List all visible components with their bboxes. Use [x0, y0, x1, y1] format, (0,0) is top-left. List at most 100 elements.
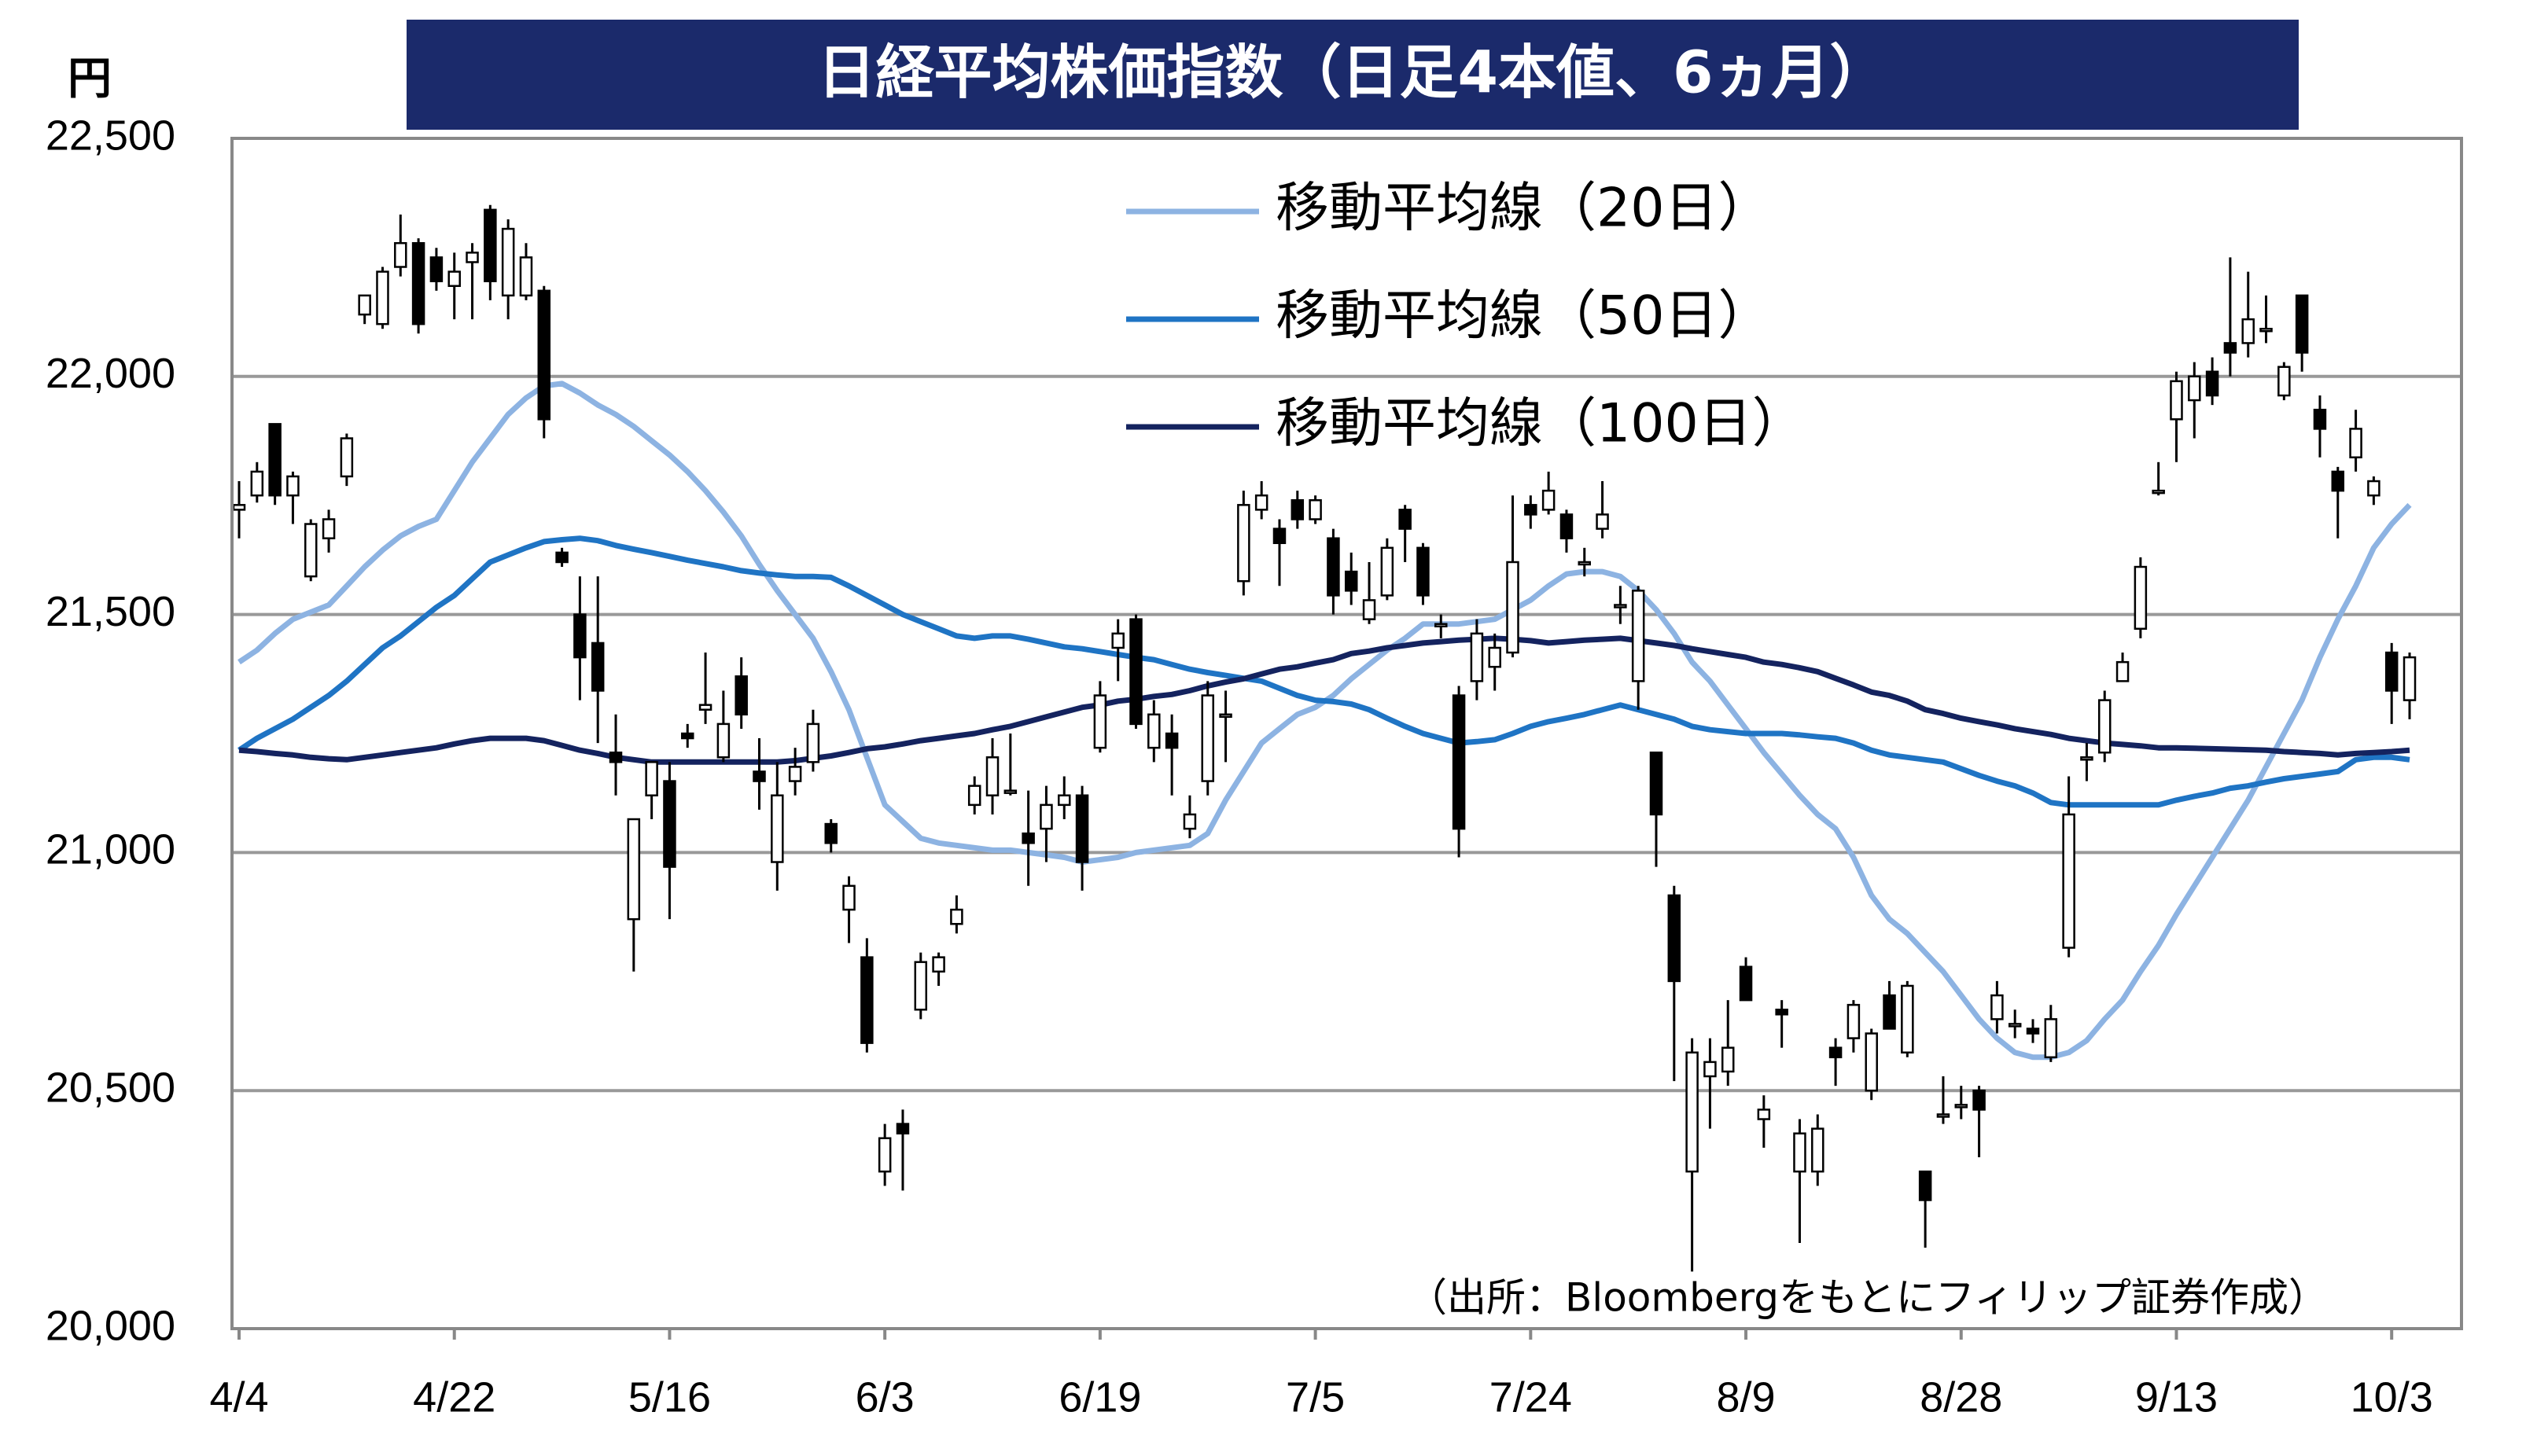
- candle-body: [1703, 1061, 1717, 1078]
- candle-body: [1596, 513, 1609, 530]
- candle-body: [1272, 528, 1287, 545]
- candle-body: [1237, 504, 1250, 583]
- legend-label: 移動平均線（20日）: [1276, 178, 1772, 240]
- candle-body: [2331, 470, 2345, 492]
- candle-body: [609, 751, 623, 763]
- candle-body: [1559, 513, 1574, 539]
- candle-body: [232, 504, 246, 511]
- chart-title: 日経平均株価指数（日足4本値、6ヵ月）: [818, 39, 1888, 107]
- candle-body: [2403, 656, 2417, 701]
- legend-label: 移動平均線（100日）: [1276, 393, 1806, 455]
- candle-body: [753, 770, 766, 782]
- candle-body: [1972, 1089, 1986, 1111]
- title-band: [407, 20, 2299, 130]
- candle-body: [376, 270, 389, 325]
- candle-body: [645, 761, 658, 796]
- candle-body: [250, 470, 264, 497]
- candle-body: [2080, 756, 2093, 761]
- candle-body: [1344, 570, 1358, 592]
- candle-body: [519, 256, 533, 297]
- candle-body: [573, 613, 587, 659]
- candle-body: [268, 423, 282, 497]
- candle-body: [806, 722, 820, 763]
- candle-body: [1739, 965, 1753, 1002]
- x-tick-label: 10/3: [2351, 1373, 2433, 1421]
- source-note: （出所：Bloombergをもとにフィリップ証券作成）: [1408, 1275, 2328, 1321]
- candle-body: [555, 551, 569, 564]
- candle-body: [1470, 632, 1484, 682]
- candle-body: [896, 1123, 910, 1134]
- candle-body: [1775, 1008, 1788, 1016]
- candle-body: [429, 256, 444, 282]
- candle-body: [2170, 380, 2183, 421]
- candle-body: [1254, 494, 1268, 511]
- candle-body: [2134, 565, 2148, 631]
- candle-body: [842, 884, 856, 911]
- candle-body: [1201, 694, 1214, 782]
- candle-body: [2223, 342, 2237, 354]
- candle-body: [2044, 1018, 2058, 1059]
- candle-body: [2349, 428, 2362, 459]
- moving-average-line: [237, 535, 2410, 808]
- candle-body: [2313, 408, 2327, 430]
- x-tick-label: 9/13: [2135, 1373, 2218, 1421]
- y-tick-label: 20,500: [46, 1064, 175, 1111]
- candle-body: [914, 961, 928, 1011]
- candle-body: [1954, 1104, 1968, 1109]
- candle-body: [2384, 651, 2399, 692]
- candles: [232, 204, 2417, 1272]
- y-tick-label: 22,500: [46, 112, 175, 159]
- candle-body: [1506, 561, 1519, 654]
- x-tick-label: 8/9: [1717, 1373, 1776, 1421]
- candle-body: [591, 642, 605, 692]
- candle-body: [358, 294, 371, 316]
- candle-body: [340, 437, 354, 478]
- candle-body: [1990, 994, 2004, 1020]
- candle-body: [2205, 370, 2219, 397]
- candle-body: [1721, 1046, 1735, 1073]
- candle-body: [411, 241, 425, 325]
- candle-body: [860, 956, 874, 1044]
- x-tick-label: 6/19: [1059, 1373, 1141, 1421]
- moving-average-line: [238, 635, 2410, 765]
- candle-body: [2188, 375, 2201, 402]
- candle-body: [824, 822, 838, 844]
- candle-body: [2241, 318, 2255, 344]
- x-tick-label: 7/24: [1489, 1373, 1572, 1421]
- candle-body: [1380, 546, 1394, 597]
- candle-body: [1398, 509, 1412, 530]
- candle-body: [1219, 713, 1232, 719]
- candle-body: [878, 1137, 892, 1173]
- candle-body: [932, 956, 945, 973]
- x-tick-label: 4/22: [413, 1373, 495, 1421]
- candle-body: [2062, 813, 2075, 949]
- candle-body: [1793, 1132, 1806, 1173]
- candle-body: [2026, 1028, 2040, 1035]
- candle-body: [1075, 794, 1089, 863]
- candle-body: [2115, 660, 2130, 682]
- candle-body: [537, 289, 551, 421]
- x-tick-label: 6/3: [856, 1373, 915, 1421]
- candle-body: [1362, 599, 1376, 620]
- candle-body: [1757, 1109, 1771, 1120]
- candle-body: [1022, 832, 1035, 844]
- candle-body: [1918, 1170, 1932, 1201]
- candle-body: [501, 227, 515, 297]
- candle-body: [735, 675, 748, 716]
- candle-body: [2008, 1023, 2022, 1028]
- candle-body: [1901, 984, 1914, 1054]
- candle-body: [2277, 366, 2291, 397]
- candle-body: [1111, 632, 1125, 649]
- y-tick-label: 22,000: [46, 350, 175, 397]
- candle-body: [1129, 618, 1143, 726]
- x-tick-label: 4/4: [209, 1373, 268, 1421]
- candle-body: [2259, 327, 2273, 333]
- candle-body: [771, 794, 784, 863]
- candle-body: [394, 241, 407, 268]
- candle-body: [1883, 994, 1896, 1030]
- candle-body: [466, 252, 479, 263]
- candle-body: [1183, 813, 1197, 830]
- candle-body: [1847, 1003, 1861, 1039]
